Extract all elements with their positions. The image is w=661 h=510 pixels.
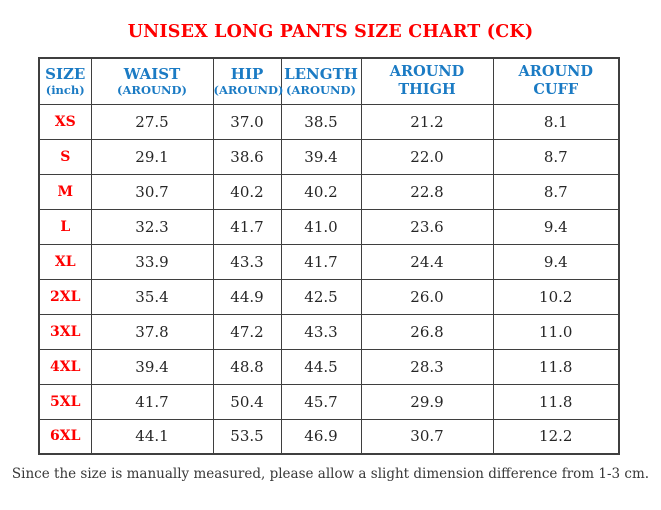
header-length-sub: (AROUND) bbox=[286, 83, 356, 98]
thigh-cell: 21.2 bbox=[360, 103, 494, 140]
thigh-cell: 30.7 bbox=[360, 418, 494, 455]
header-around-thigh-line1: AROUND bbox=[389, 63, 465, 81]
size-cell: 5XL bbox=[38, 383, 92, 420]
header-waist-label: WAIST bbox=[123, 64, 181, 83]
waist-cell: 35.4 bbox=[90, 278, 214, 315]
waist-cell: 27.5 bbox=[90, 103, 214, 140]
waist-cell: 29.1 bbox=[90, 138, 214, 175]
hip-cell: 44.9 bbox=[212, 278, 282, 315]
cuff-cell: 10.2 bbox=[492, 278, 620, 315]
table-row: L 32.3 41.7 41.0 23.6 9.4 bbox=[38, 208, 620, 245]
table-row: 6XL 44.1 53.5 46.9 30.7 12.2 bbox=[38, 418, 620, 455]
cuff-cell: 9.4 bbox=[492, 243, 620, 280]
size-cell: S bbox=[38, 138, 92, 175]
table-row: 5XL 41.7 50.4 45.7 29.9 11.8 bbox=[38, 383, 620, 420]
thigh-cell: 23.6 bbox=[360, 208, 494, 245]
header-around-cuff-line1: AROUND bbox=[518, 63, 593, 81]
cuff-cell: 11.8 bbox=[492, 383, 620, 420]
size-cell: 4XL bbox=[38, 348, 92, 385]
table-row: XS 27.5 37.0 38.5 21.2 8.1 bbox=[38, 103, 620, 140]
header-hip-label: HIP bbox=[230, 64, 264, 83]
hip-cell: 43.3 bbox=[212, 243, 282, 280]
header-around-thigh: AROUND THIGH bbox=[360, 57, 494, 105]
table-row: XL 33.9 43.3 41.7 24.4 9.4 bbox=[38, 243, 620, 280]
length-cell: 44.5 bbox=[280, 348, 362, 385]
cuff-cell: 8.1 bbox=[492, 103, 620, 140]
header-size-unit: (inch) bbox=[45, 83, 85, 98]
size-cell: XL bbox=[38, 243, 92, 280]
cuff-cell: 11.8 bbox=[492, 348, 620, 385]
waist-cell: 39.4 bbox=[90, 348, 214, 385]
table-header-row: SIZE (inch) WAIST (AROUND) HIP (AROUND) … bbox=[38, 57, 620, 105]
cuff-cell: 12.2 bbox=[492, 418, 620, 455]
thigh-cell: 29.9 bbox=[360, 383, 494, 420]
size-cell: 6XL bbox=[38, 418, 92, 455]
length-cell: 43.3 bbox=[280, 313, 362, 350]
header-hip: HIP (AROUND) bbox=[212, 57, 284, 105]
table-row: M 30.7 40.2 40.2 22.8 8.7 bbox=[38, 173, 620, 210]
hip-cell: 41.7 bbox=[212, 208, 282, 245]
hip-cell: 50.4 bbox=[212, 383, 282, 420]
size-cell: L bbox=[38, 208, 92, 245]
thigh-cell: 26.0 bbox=[360, 278, 494, 315]
waist-cell: 37.8 bbox=[90, 313, 214, 350]
cuff-cell: 11.0 bbox=[492, 313, 620, 350]
size-cell: M bbox=[38, 173, 92, 210]
length-cell: 41.7 bbox=[280, 243, 362, 280]
table-body: XS 27.5 37.0 38.5 21.2 8.1 S 29.1 38.6 3… bbox=[38, 103, 620, 455]
table-row: 3XL 37.8 47.2 43.3 26.8 11.0 bbox=[38, 313, 620, 350]
hip-cell: 38.6 bbox=[212, 138, 282, 175]
hip-cell: 37.0 bbox=[212, 103, 282, 140]
table-row: S 29.1 38.6 39.4 22.0 8.7 bbox=[38, 138, 620, 175]
header-size-label: SIZE bbox=[45, 64, 86, 83]
thigh-cell: 24.4 bbox=[360, 243, 494, 280]
header-hip-sub: (AROUND) bbox=[213, 83, 284, 98]
size-cell: XS bbox=[38, 103, 92, 140]
header-around-cuff: AROUND CUFF bbox=[492, 57, 620, 105]
size-cell: 3XL bbox=[38, 313, 92, 350]
waist-cell: 44.1 bbox=[90, 418, 214, 455]
length-cell: 40.2 bbox=[280, 173, 362, 210]
hip-cell: 48.8 bbox=[212, 348, 282, 385]
cuff-cell: 8.7 bbox=[492, 173, 620, 210]
length-cell: 46.9 bbox=[280, 418, 362, 455]
header-waist: WAIST (AROUND) bbox=[90, 57, 214, 105]
table-row: 4XL 39.4 48.8 44.5 28.3 11.8 bbox=[38, 348, 620, 385]
cuff-cell: 9.4 bbox=[492, 208, 620, 245]
thigh-cell: 28.3 bbox=[360, 348, 494, 385]
header-around-thigh-line2: THIGH bbox=[398, 81, 456, 99]
thigh-cell: 22.0 bbox=[360, 138, 494, 175]
table-row: 2XL 35.4 44.9 42.5 26.0 10.2 bbox=[38, 278, 620, 315]
header-size: SIZE (inch) bbox=[38, 57, 92, 105]
hip-cell: 40.2 bbox=[212, 173, 282, 210]
waist-cell: 30.7 bbox=[90, 173, 214, 210]
thigh-cell: 22.8 bbox=[360, 173, 494, 210]
length-cell: 42.5 bbox=[280, 278, 362, 315]
size-chart-table: SIZE (inch) WAIST (AROUND) HIP (AROUND) … bbox=[38, 57, 620, 455]
waist-cell: 32.3 bbox=[90, 208, 214, 245]
length-cell: 41.0 bbox=[280, 208, 362, 245]
hip-cell: 47.2 bbox=[212, 313, 282, 350]
measurement-disclaimer: Since the size is manually measured, ple… bbox=[11, 466, 650, 482]
length-cell: 39.4 bbox=[280, 138, 362, 175]
length-cell: 45.7 bbox=[280, 383, 362, 420]
size-cell: 2XL bbox=[38, 278, 92, 315]
length-cell: 38.5 bbox=[280, 103, 362, 140]
page-title: UNISEX LONG PANTS SIZE CHART (CK) bbox=[127, 22, 534, 42]
header-around-cuff-line2: CUFF bbox=[533, 81, 579, 99]
cuff-cell: 8.7 bbox=[492, 138, 620, 175]
hip-cell: 53.5 bbox=[212, 418, 282, 455]
header-length: LENGTH (AROUND) bbox=[280, 57, 362, 105]
waist-cell: 33.9 bbox=[90, 243, 214, 280]
thigh-cell: 26.8 bbox=[360, 313, 494, 350]
header-waist-sub: (AROUND) bbox=[117, 83, 187, 98]
header-length-label: LENGTH bbox=[284, 64, 358, 83]
waist-cell: 41.7 bbox=[90, 383, 214, 420]
